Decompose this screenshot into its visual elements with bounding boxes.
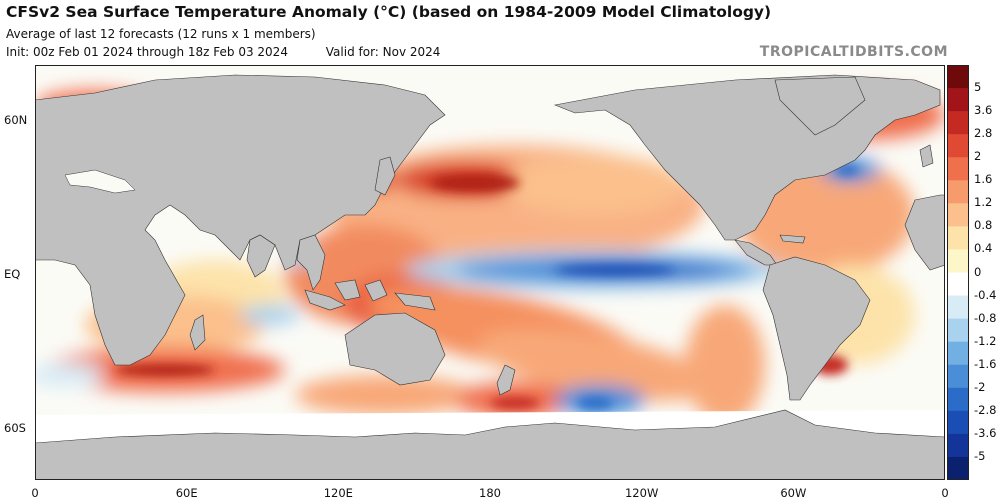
colorbar-tick-label: 5 xyxy=(974,80,982,95)
init-time: Init: 00z Feb 01 2024 through 18z Feb 03… xyxy=(6,45,288,59)
colorbar-tick-label: -3.6 xyxy=(974,425,997,440)
init-line: Init: 00z Feb 01 2024 through 18z Feb 03… xyxy=(6,45,440,59)
colorbar-swatch xyxy=(947,387,969,412)
colorbar-tick-label: -0.4 xyxy=(974,287,997,302)
colorbar xyxy=(947,65,969,480)
land xyxy=(35,74,945,401)
map-frame xyxy=(35,65,945,480)
colorbar-frame xyxy=(947,65,969,480)
lat-label: 60S xyxy=(4,420,26,435)
valid-time: Valid for: Nov 2024 xyxy=(325,45,441,59)
colorbar-tick-label: -2.8 xyxy=(974,402,997,417)
lon-label: 180 xyxy=(479,486,501,500)
colorbar-swatch xyxy=(947,180,969,204)
colorbar-tick-label: -0.8 xyxy=(974,310,997,325)
chart-subtitle: Average of last 12 forecasts (12 runs x … xyxy=(6,27,316,41)
chart-title: CFSv2 Sea Surface Temperature Anomaly (°… xyxy=(6,3,772,21)
colorbar-tick-label: -1.6 xyxy=(974,356,997,371)
colorbar-tick-label: -5 xyxy=(974,448,986,463)
lon-label: 120W xyxy=(624,486,659,500)
colorbar-swatch xyxy=(947,157,969,181)
colorbar-tick-label: 2 xyxy=(974,149,982,164)
sst-anomaly-map xyxy=(35,65,945,480)
colorbar-swatch xyxy=(947,272,969,297)
site-credit: TROPICALTIDBITS.COM xyxy=(759,44,948,60)
colorbar-tick-label: 0.8 xyxy=(974,218,993,233)
colorbar-tick-label: 0 xyxy=(974,264,982,279)
colorbar-swatch xyxy=(947,203,969,227)
colorbar-swatch xyxy=(947,410,969,435)
lon-label: 60E xyxy=(175,486,198,500)
colorbar-swatch xyxy=(947,88,969,112)
colorbar-swatch xyxy=(947,249,969,273)
colorbar-swatch xyxy=(947,226,969,250)
lon-label: 120E xyxy=(323,486,353,500)
colorbar-swatch xyxy=(947,134,969,158)
colorbar-tick-label: 0.4 xyxy=(974,241,993,256)
lon-label: 0 xyxy=(941,486,949,500)
colorbar-tick-label: 1.6 xyxy=(974,172,993,187)
colorbar-tick-label: 1.2 xyxy=(974,195,993,210)
colorbar-swatch xyxy=(947,65,969,89)
lat-label: EQ xyxy=(4,267,21,282)
colorbar-swatch xyxy=(947,364,969,389)
colorbar-swatch xyxy=(947,433,969,458)
colorbar-swatch xyxy=(947,111,969,135)
colorbar-swatch xyxy=(947,341,969,366)
lat-label: 60N xyxy=(4,113,28,128)
colorbar-swatch xyxy=(947,456,969,480)
colorbar-tick-label: -1.2 xyxy=(974,333,997,348)
colorbar-tick-label: 3.6 xyxy=(974,103,993,118)
colorbar-swatch xyxy=(947,295,969,320)
colorbar-swatch xyxy=(947,318,969,343)
colorbar-tick-label: 2.8 xyxy=(974,126,993,141)
lon-label: 0 xyxy=(31,486,39,500)
colorbar-tick-label: -2 xyxy=(974,379,986,394)
antarctica xyxy=(35,409,945,480)
lon-label: 60W xyxy=(780,486,807,500)
